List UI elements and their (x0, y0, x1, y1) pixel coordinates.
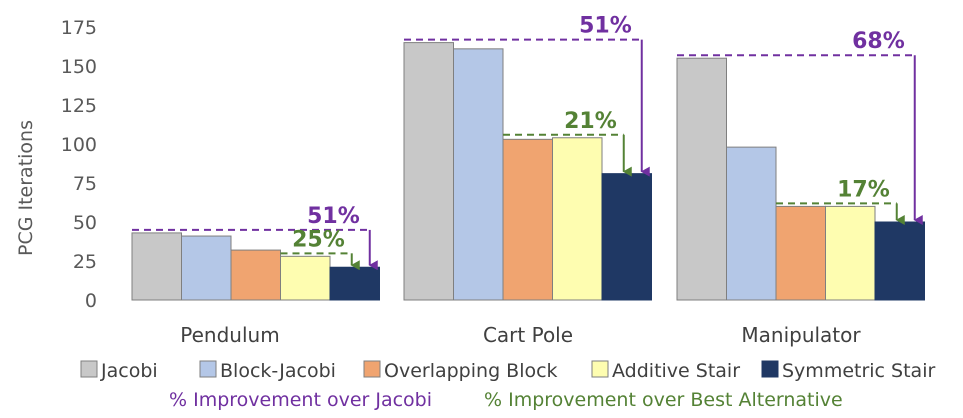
bar-symmetric-stair-pendulum (329, 266, 380, 301)
legend-label: Overlapping Block (384, 360, 558, 382)
y-tick-label: 50 (73, 212, 97, 234)
bar-overlapping-block-pendulum (230, 249, 281, 301)
bar-symmetric-stair-cart-pole (601, 173, 652, 301)
category-label: Cart Pole (483, 323, 573, 347)
jacobi-improvement-label: 51% (579, 14, 632, 39)
legend-swatch (199, 360, 217, 378)
improvement-legend: % Improvement over Jacobi % Improvement o… (169, 389, 843, 411)
bar-additive-stair-cart-pole (552, 137, 603, 301)
legend: Jacobi Block-Jacobi Overlapping Block Addit… (80, 360, 935, 382)
y-tick-label: 25 (73, 251, 97, 273)
category-label: Pendulum (180, 323, 279, 347)
bar-additive-stair-manipulator (825, 205, 876, 301)
annotations-group: 51%25%51%21%68%17% (132, 14, 923, 271)
bar-jacobi-pendulum (131, 232, 182, 301)
bar-block-jacobi-cart-pole (453, 48, 504, 301)
y-axis: 0 25 50 75 100 125 150 175 (61, 17, 97, 312)
best-alternative-improvement-label: 21% (564, 109, 617, 134)
bars-group (131, 42, 925, 301)
category-label: Manipulator (741, 323, 861, 347)
legend-swatch (80, 360, 98, 378)
bar-overlapping-block-cart-pole (502, 138, 553, 301)
best-alternative-improvement-label: 17% (837, 177, 890, 202)
bar-jacobi-cart-pole (403, 42, 454, 301)
bar-additive-stair-pendulum (280, 255, 331, 301)
legend-swatch (761, 360, 779, 378)
legend-label: Additive Stair (612, 360, 740, 382)
best-alternative-improvement-label: 25% (292, 227, 345, 252)
improvement-legend-label: % Improvement over Jacobi (169, 389, 432, 411)
y-tick-label: 100 (61, 134, 97, 156)
bar-block-jacobi-pendulum (181, 235, 232, 301)
y-axis-title: PCG Iterations (15, 120, 37, 256)
y-tick-label: 125 (61, 95, 97, 117)
jacobi-improvement-label: 68% (852, 29, 905, 54)
improvement-legend-label: % Improvement over Best Alternative (484, 389, 843, 411)
legend-swatch (591, 360, 609, 378)
y-tick-label: 175 (61, 17, 97, 39)
bar-block-jacobi-manipulator (726, 146, 777, 301)
legend-label: Symmetric Stair (782, 360, 935, 382)
jacobi-improvement-label: 51% (307, 204, 360, 229)
y-tick-label: 150 (61, 56, 97, 78)
legend-label: Jacobi (100, 360, 158, 382)
bar-symmetric-stair-manipulator (874, 221, 925, 301)
bar-jacobi-manipulator (676, 57, 727, 301)
category-labels: Pendulum Cart Pole Manipulator (180, 323, 861, 347)
y-tick-label: 75 (73, 173, 97, 195)
legend-label: Block-Jacobi (220, 360, 336, 382)
y-tick-label: 0 (85, 290, 97, 312)
bar-overlapping-block-manipulator (775, 205, 826, 301)
legend-swatch (363, 360, 381, 378)
